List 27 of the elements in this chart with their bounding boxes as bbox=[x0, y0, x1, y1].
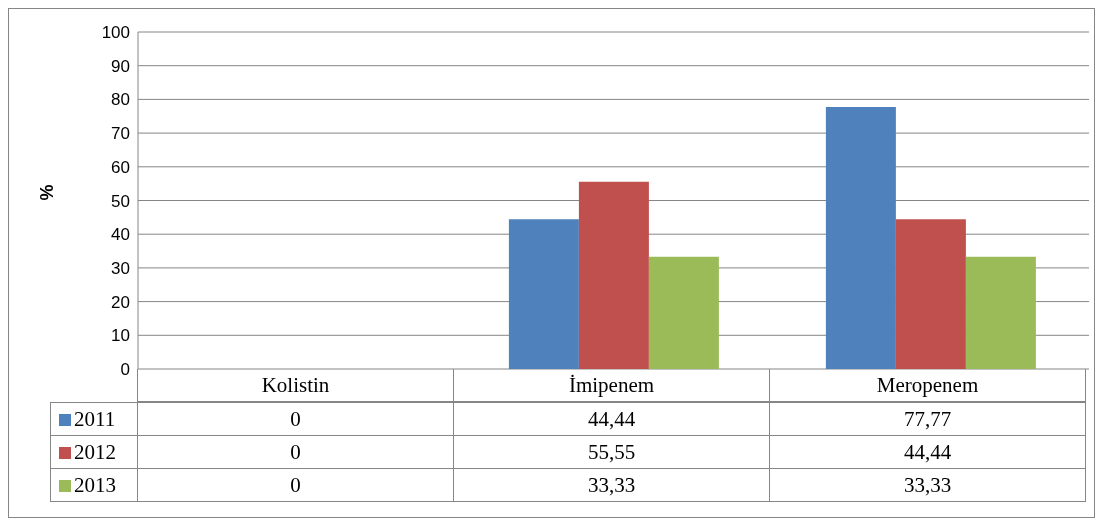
legend-label: 2013 bbox=[50, 468, 138, 502]
y-tick-label: 40 bbox=[111, 225, 130, 245]
y-tick-label: 30 bbox=[111, 258, 130, 278]
data-label: 33,33 bbox=[453, 468, 770, 502]
y-tick-label: 60 bbox=[111, 157, 130, 177]
x-tick-label: Kolistin bbox=[137, 369, 454, 402]
y-tick-label: 80 bbox=[111, 90, 130, 110]
y-tick-label: 100 bbox=[101, 23, 130, 43]
data-label: 44,44 bbox=[453, 402, 770, 436]
data-label: 55,55 bbox=[453, 435, 770, 469]
data-label: 44,44 bbox=[769, 435, 1086, 469]
data-label: 0 bbox=[137, 435, 454, 469]
data-label: 77,77 bbox=[769, 402, 1086, 436]
y-tick-label: 90 bbox=[111, 56, 130, 76]
y-tick-label: 70 bbox=[111, 124, 130, 144]
y-tick-label: 50 bbox=[111, 191, 130, 211]
x-tick-label: İmipenem bbox=[453, 369, 770, 402]
data-label: 0 bbox=[137, 402, 454, 436]
y-tick-label: 20 bbox=[111, 292, 130, 312]
legend-label: 2011 bbox=[50, 402, 138, 436]
data-label: 33,33 bbox=[769, 468, 1086, 502]
data-label: 0 bbox=[137, 468, 454, 502]
legend-label: 2012 bbox=[50, 435, 138, 469]
y-tick-label: 10 bbox=[111, 326, 130, 346]
y-axis-title: % bbox=[37, 184, 58, 201]
x-tick-label: Meropenem bbox=[769, 369, 1086, 402]
y-tick-label: 0 bbox=[120, 360, 130, 380]
